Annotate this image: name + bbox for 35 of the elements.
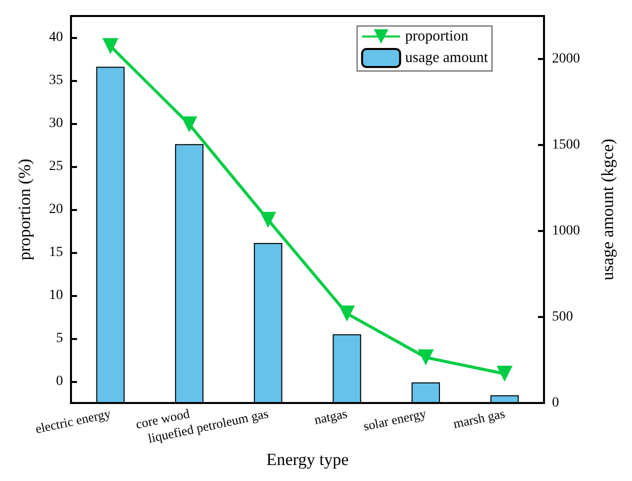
y2-axis-title: usage amount (kgce) [598, 138, 617, 280]
y2-tick-label: 1000 [552, 224, 580, 238]
x-tick-label: solar energy [362, 406, 428, 434]
y2-tick-label: 0 [552, 396, 559, 410]
bar [175, 144, 204, 403]
y-tick-label: 15 [49, 245, 63, 260]
point [338, 306, 355, 322]
legend-label: proportion [405, 28, 469, 44]
y-axis-title: proportion (%) [15, 158, 34, 260]
bar [412, 382, 440, 403]
y-tick-label: 40 [49, 30, 63, 45]
bar [490, 395, 519, 403]
x-axis-title: Energy type [266, 450, 349, 469]
legend-label: usage amount [405, 50, 489, 66]
x-tick-label: marsh gas [452, 406, 506, 432]
bar [254, 243, 282, 403]
point [418, 349, 434, 366]
y-tick-label: 25 [49, 159, 63, 174]
y-tick-label: 5 [56, 331, 63, 346]
y-tick-label: 30 [49, 116, 63, 131]
y2-tick-label: 500 [552, 310, 573, 324]
x-tick-label: natgas [312, 406, 348, 428]
y-tick-label: 10 [49, 288, 63, 303]
point [496, 366, 513, 382]
y-tick-label: 0 [56, 374, 63, 389]
x-tick-label: electric energy [34, 406, 112, 436]
point [260, 212, 276, 228]
y-tick-label: 20 [49, 202, 63, 217]
y2-tick-label: 1500 [552, 138, 580, 152]
bar [332, 334, 362, 403]
y-tick-label: 35 [49, 73, 63, 88]
bar [96, 66, 125, 403]
point [102, 38, 118, 54]
y2-tick-label: 2000 [552, 52, 580, 66]
point [181, 116, 198, 132]
